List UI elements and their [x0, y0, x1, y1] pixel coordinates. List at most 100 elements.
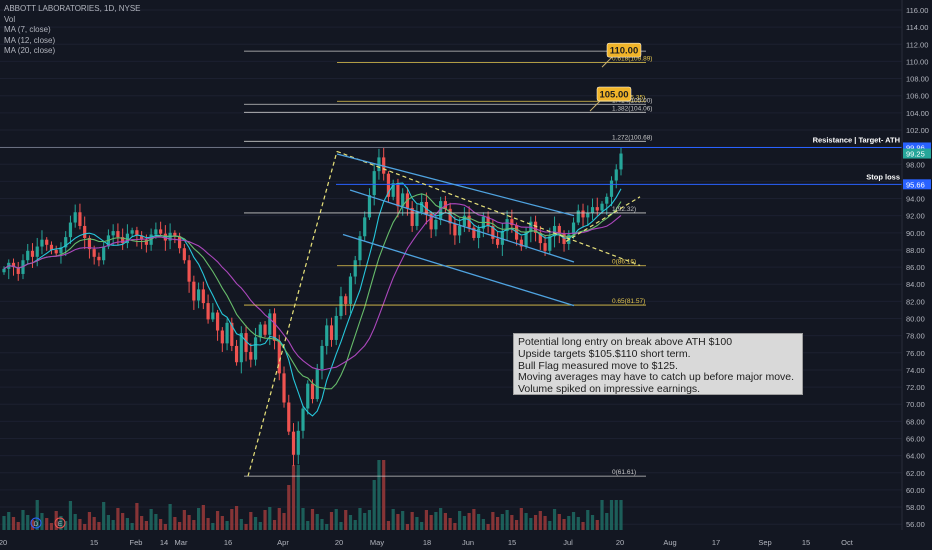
- volume-bar: [415, 517, 419, 530]
- candle-body: [519, 239, 523, 247]
- candle-body: [111, 231, 115, 236]
- candle-body: [16, 267, 20, 274]
- candle-body: [154, 229, 158, 235]
- volume-bar: [163, 524, 167, 530]
- candle-body: [87, 237, 92, 250]
- candle-body: [291, 431, 296, 455]
- volume-bar: [543, 516, 547, 530]
- candle-body: [453, 223, 457, 236]
- target-110-callout-pointer: [601, 56, 613, 68]
- y-tick-label: 76.00: [906, 349, 925, 358]
- volume-bar: [116, 508, 120, 530]
- candle-body: [401, 193, 405, 207]
- candle-body: [344, 296, 348, 304]
- x-tick-label: 17: [712, 538, 720, 547]
- y-tick-label: 56.00: [906, 520, 925, 529]
- volume-bar: [348, 515, 353, 530]
- candle-body: [595, 207, 599, 211]
- candle-body: [64, 237, 68, 248]
- volume-bar: [102, 502, 106, 530]
- candle-body: [220, 330, 224, 344]
- volume-bar: [125, 518, 129, 530]
- legend-title: ABBOTT LABORATORIES, 1D, NYSE: [4, 4, 141, 13]
- y-tick-label: 68.00: [906, 417, 925, 426]
- target-110-callout-label: 110.00: [610, 46, 639, 57]
- volume-bar: [268, 507, 272, 530]
- volume-bar: [524, 513, 528, 530]
- volume-bar: [595, 520, 599, 530]
- y-tick-label: 88.00: [906, 246, 925, 255]
- volume-bar: [609, 500, 614, 530]
- volume-bar: [538, 511, 542, 530]
- volume-bar: [514, 520, 519, 530]
- volume-bar: [410, 512, 414, 530]
- volume-bar: [329, 512, 334, 530]
- volume-bar: [552, 509, 557, 530]
- candle-body: [173, 232, 177, 237]
- x-tick-label: 20: [335, 538, 343, 547]
- volume-bar: [590, 515, 595, 530]
- candle-body: [310, 383, 315, 400]
- price-tag: [903, 142, 931, 153]
- volume-bar: [320, 519, 324, 530]
- candle-body: [472, 227, 476, 238]
- volume-bar: [439, 508, 443, 530]
- volume-bar: [173, 517, 177, 530]
- x-tick-label: Feb: [130, 538, 143, 547]
- volume-bar: [130, 523, 134, 530]
- event-marker-label: D: [34, 521, 39, 528]
- candle-body: [296, 430, 300, 455]
- candle-body: [234, 345, 239, 363]
- candle-body: [253, 337, 258, 360]
- volume-bar: [144, 521, 148, 530]
- legend-vol: Vol: [4, 14, 16, 24]
- x-tick-label: 20: [616, 538, 624, 547]
- volume-bar: [486, 524, 490, 530]
- volume-bar: [339, 522, 343, 530]
- volume-bar: [344, 510, 348, 530]
- volume-bar: [225, 521, 229, 530]
- candle-body: [287, 402, 291, 432]
- candle-body: [140, 235, 144, 240]
- event-marker: [54, 517, 66, 529]
- volume-bar: [462, 516, 466, 530]
- candle-body: [434, 219, 438, 230]
- candle-body: [439, 201, 443, 220]
- candle-body: [159, 229, 163, 234]
- volume-bar: [7, 512, 11, 530]
- fib-level-label: 0(86.16): [612, 259, 636, 266]
- candle-body: [590, 207, 595, 214]
- volume-bar: [467, 513, 471, 530]
- candle-body: [277, 340, 281, 374]
- volume-bar: [97, 522, 101, 530]
- volume-bar: [239, 519, 243, 530]
- volume-bar: [496, 517, 500, 530]
- y-tick-label: 106.00: [906, 92, 929, 101]
- volume-bar: [405, 524, 410, 530]
- y-tick-label: 62.00: [906, 469, 925, 478]
- candle-body: [135, 230, 139, 236]
- x-tick-label: 15: [802, 538, 810, 547]
- candle-body: [315, 369, 319, 400]
- resistance-label: Resistance | Target- ATH: [813, 135, 900, 144]
- candle-body: [458, 225, 462, 236]
- candle-body: [581, 210, 585, 218]
- drawings: 1)0.618(109.89)0.5(105.35)1.414(105.00)1…: [0, 42, 902, 477]
- y-tick-label: 82.00: [906, 297, 925, 306]
- candle-body: [182, 248, 186, 261]
- candle-body: [54, 249, 58, 254]
- candle-body: [358, 236, 362, 261]
- candle-body: [92, 249, 96, 257]
- candle-body: [2, 268, 6, 273]
- candle-body: [363, 217, 367, 237]
- y-tick-label: 64.00: [906, 452, 925, 461]
- volume-bar: [334, 509, 338, 530]
- candle-body: [258, 324, 262, 338]
- candle-body: [467, 215, 471, 228]
- volume-bar: [263, 510, 267, 530]
- candle-body: [462, 215, 466, 226]
- candle-body: [192, 281, 196, 301]
- volume-bar: [301, 508, 305, 530]
- candle-body: [73, 212, 77, 223]
